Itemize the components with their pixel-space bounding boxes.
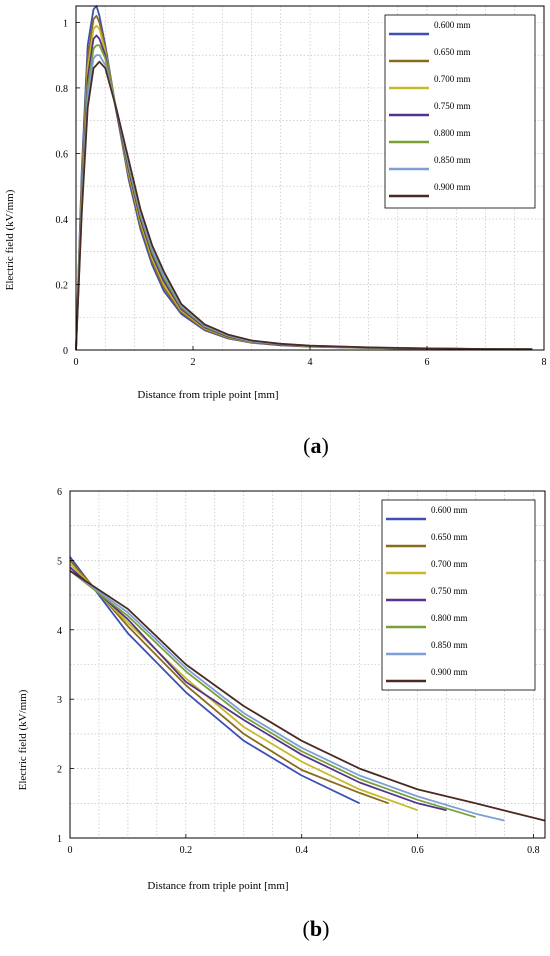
legend-label-1: 0.600 mm	[434, 20, 471, 30]
chart-a-x-axis-label: Distance from triple point [mm]	[137, 389, 278, 401]
chart-a-legend: 0.600 mm 0.650 mm 0.700 mm 0.750 mm 0.800 mm…	[384, 14, 536, 209]
y-tick-label: 4	[57, 626, 62, 637]
y-tick-label: 3	[57, 695, 62, 706]
legend-label-7: 0.900 mm	[434, 182, 471, 192]
legend-label-5: 0.800 mm	[434, 128, 471, 138]
chart-b-x-axis-label: Distance from triple point [mm]	[147, 880, 288, 892]
chart-a-panel-label: (a)	[303, 433, 329, 458]
x-tick-label: 0.6	[411, 845, 424, 856]
series-line-6	[69, 570, 505, 822]
legend-label-4: 0.750 mm	[431, 586, 468, 596]
legend-label-4: 0.750 mm	[434, 101, 471, 111]
chart-b-y-axis-label: Electric field (kV/mm)	[17, 689, 29, 790]
series-line-4	[69, 566, 447, 812]
y-tick-label: 0.4	[56, 215, 69, 226]
y-tick-label: 0	[63, 346, 68, 357]
y-tick-label: 0.8	[56, 84, 69, 95]
x-tick-label: 0	[74, 357, 79, 368]
panel-b-letter: b	[310, 916, 322, 941]
y-tick-label: 1	[63, 18, 68, 29]
legend-label-6: 0.850 mm	[431, 640, 468, 650]
y-tick-label: 0.2	[56, 280, 69, 291]
panel-a-close-paren: )	[322, 433, 329, 458]
y-tick-label: 0.6	[56, 149, 69, 160]
chart-b-series	[69, 556, 546, 822]
x-tick-label: 6	[425, 357, 430, 368]
series-line-3	[69, 563, 418, 812]
series-line-2	[69, 559, 389, 805]
y-tick-label: 1	[57, 834, 62, 845]
legend-label-2: 0.650 mm	[434, 47, 471, 57]
panel-b-close-paren: )	[322, 916, 329, 941]
chart-a-y-axis-label: Electric field (kV/mm)	[4, 189, 16, 290]
series-line-5	[69, 570, 476, 819]
legend-label-2: 0.650 mm	[431, 532, 468, 542]
legend-box	[384, 14, 536, 209]
chart-b-ticks: 0 0.2 0.4 0.6 0.8 1 2 3 4 5 6	[57, 487, 540, 856]
y-tick-label: 2	[57, 765, 62, 776]
legend-label-3: 0.700 mm	[431, 559, 468, 569]
chart-a: 0 2 4 6 8 0 0.2 0.4 0.6 0.8 1 0.600 mm 0.650 mm 0.70…	[4, 5, 547, 458]
series-line-7	[69, 570, 546, 822]
legend-label-6: 0.850 mm	[434, 155, 471, 165]
chart-b-legend: 0.600 mm 0.650 mm 0.700 mm 0.750 mm 0.800 mm…	[381, 499, 536, 691]
x-tick-label: 4	[308, 357, 313, 368]
series-line-7	[75, 60, 533, 351]
x-tick-label: 0.4	[295, 845, 308, 856]
x-tick-label: 0	[68, 845, 73, 856]
legend-label-1: 0.600 mm	[431, 505, 468, 515]
chart-b-frame	[69, 490, 546, 839]
x-tick-label: 0.2	[180, 845, 193, 856]
chart-a-series	[75, 5, 533, 351]
panel-a-letter: a	[311, 433, 322, 458]
panel-a-open-paren: (	[303, 433, 310, 458]
legend-label-5: 0.800 mm	[431, 613, 468, 623]
legend-box	[381, 499, 536, 691]
legend-label-3: 0.700 mm	[434, 74, 471, 84]
x-tick-label: 2	[191, 357, 196, 368]
chart-b: 0 0.2 0.4 0.6 0.8 1 2 3 4 5 6 0.600 mm 0.650 mm 0.70…	[17, 487, 546, 941]
legend-label-7: 0.900 mm	[431, 667, 468, 677]
chart-a-ticks: 0 2 4 6 8 0 0.2 0.4 0.6 0.8 1	[56, 18, 547, 368]
chart-b-panel-label: (b)	[303, 916, 330, 941]
y-tick-label: 5	[57, 556, 62, 567]
series-line-1	[69, 556, 360, 805]
x-tick-label: 8	[542, 357, 547, 368]
y-tick-label: 6	[57, 487, 62, 498]
x-tick-label: 0.8	[527, 845, 540, 856]
panel-b-open-paren: (	[303, 916, 310, 941]
